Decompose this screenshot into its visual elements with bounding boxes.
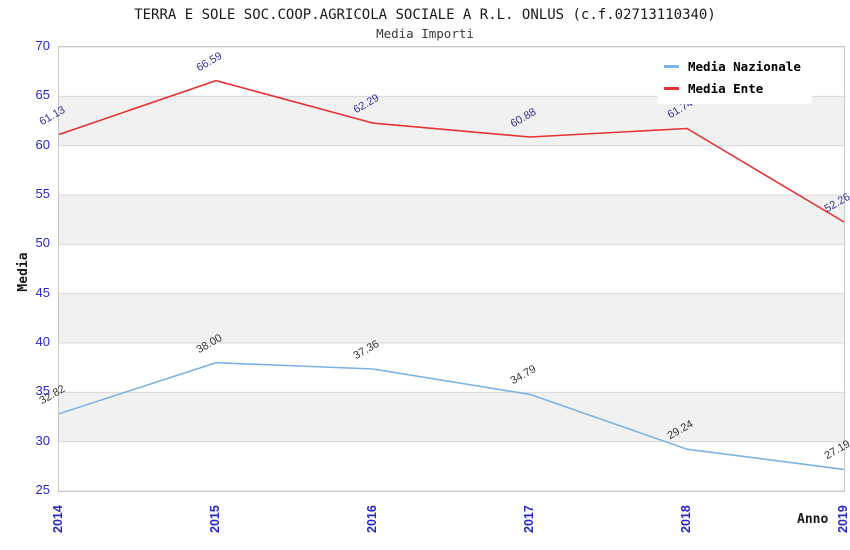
chart-subtitle: Media Importi [376, 26, 474, 41]
x-tick-label: 2014 [51, 505, 65, 533]
y-axis-title: Media [16, 252, 31, 292]
x-tick-label: 2016 [365, 505, 379, 533]
legend: Media Nazionale Media Ente [658, 50, 812, 104]
y-tick-label: 60 [35, 136, 50, 152]
x-axis-title: Anno [797, 512, 829, 527]
legend-item-media-ente: Media Ente [664, 82, 812, 95]
line-swatch-icon [664, 64, 679, 68]
y-tick-label: 35 [35, 383, 50, 399]
plot-area [58, 46, 845, 492]
x-tick-label: 2019 [836, 505, 850, 533]
x-tick-label: 2018 [679, 505, 693, 533]
plot-svg [59, 47, 844, 491]
legend-label: Media Ente [688, 80, 764, 96]
chart-title: TERRA E SOLE SOC.COOP.AGRICOLA SOCIALE A… [134, 7, 716, 23]
legend-label: Media Nazionale [688, 58, 801, 74]
y-tick-label: 45 [35, 284, 50, 300]
line-swatch-icon [664, 86, 679, 90]
y-tick-label: 55 [35, 186, 50, 201]
y-tick-label: 30 [35, 432, 50, 448]
legend-item-media-nazionale: Media Nazionale [664, 60, 812, 73]
y-tick-label: 25 [35, 482, 50, 497]
x-tick-label: 2015 [208, 505, 222, 533]
x-tick-label: 2017 [522, 505, 536, 533]
y-tick-label: 50 [35, 235, 50, 251]
y-tick-label: 65 [35, 87, 50, 103]
y-tick-label: 70 [35, 38, 50, 53]
y-tick-label: 40 [35, 334, 50, 349]
